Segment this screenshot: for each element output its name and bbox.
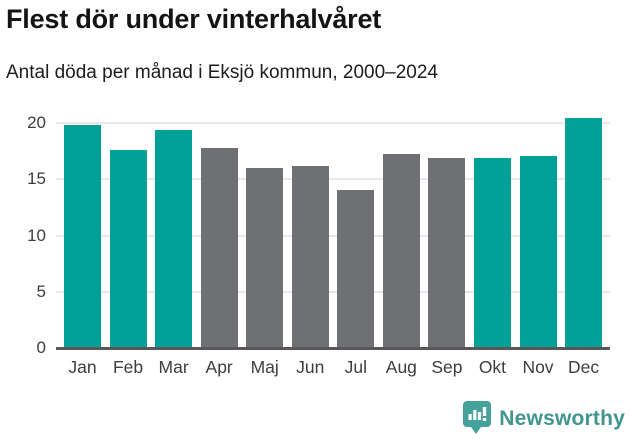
x-tick-label-jun: Jun bbox=[296, 357, 325, 377]
brand-footer: Newsworthy bbox=[462, 400, 625, 437]
bar-nov bbox=[519, 155, 557, 348]
plot-area bbox=[56, 110, 610, 350]
bar-feb bbox=[109, 150, 147, 348]
bar-aug bbox=[382, 153, 420, 348]
x-tick-label-sep: Sep bbox=[431, 357, 463, 377]
bar-mar bbox=[155, 129, 193, 348]
x-axis-line bbox=[56, 347, 610, 350]
x-tick-label-feb: Feb bbox=[112, 357, 144, 377]
bar-apr bbox=[200, 147, 238, 348]
y-axis-tick-labels: 0 5 10 15 20 bbox=[0, 110, 46, 357]
gridline-10 bbox=[56, 234, 610, 237]
chart-title: Flest dör under vinterhalvåret bbox=[6, 4, 382, 34]
x-tick-label-mar: Mar bbox=[158, 357, 189, 377]
bar-okt bbox=[473, 158, 511, 348]
gridline-5 bbox=[56, 290, 610, 293]
gridline-15 bbox=[56, 178, 610, 181]
x-tick-label-nov: Nov bbox=[522, 357, 554, 377]
x-tick-label-jan: Jan bbox=[68, 357, 97, 377]
bar-jun bbox=[291, 165, 329, 348]
chart-subtitle: Antal döda per månad i Eksjö kommun, 200… bbox=[6, 62, 438, 83]
gridline-20 bbox=[56, 122, 610, 125]
y-tick-label-0: 0 bbox=[36, 338, 46, 357]
newsworthy-logo-icon bbox=[463, 401, 492, 434]
brand-name: Newsworthy bbox=[499, 406, 625, 430]
bar-jan bbox=[64, 125, 101, 348]
bar-jul bbox=[337, 189, 375, 348]
x-axis-tick-labels: Jan Feb Mar Apr Maj Jun Jul Aug Sep Okt Nov Dec bbox=[56, 357, 610, 383]
x-tick-label-apr: Apr bbox=[205, 357, 233, 377]
x-tick-label-aug: Aug bbox=[385, 357, 417, 377]
bar-sep bbox=[428, 158, 466, 348]
x-tick-label-dec: Dec bbox=[567, 357, 600, 377]
bar-dec bbox=[565, 117, 603, 348]
x-tick-label-maj: Maj bbox=[250, 357, 279, 377]
y-tick-label-5: 5 bbox=[36, 281, 46, 301]
y-tick-label-20: 20 bbox=[27, 113, 46, 133]
bar-maj bbox=[246, 168, 284, 348]
x-tick-label-jul: Jul bbox=[344, 357, 367, 377]
y-tick-label-15: 15 bbox=[27, 169, 46, 189]
y-tick-label-10: 10 bbox=[27, 225, 46, 245]
x-tick-label-okt: Okt bbox=[478, 357, 507, 377]
